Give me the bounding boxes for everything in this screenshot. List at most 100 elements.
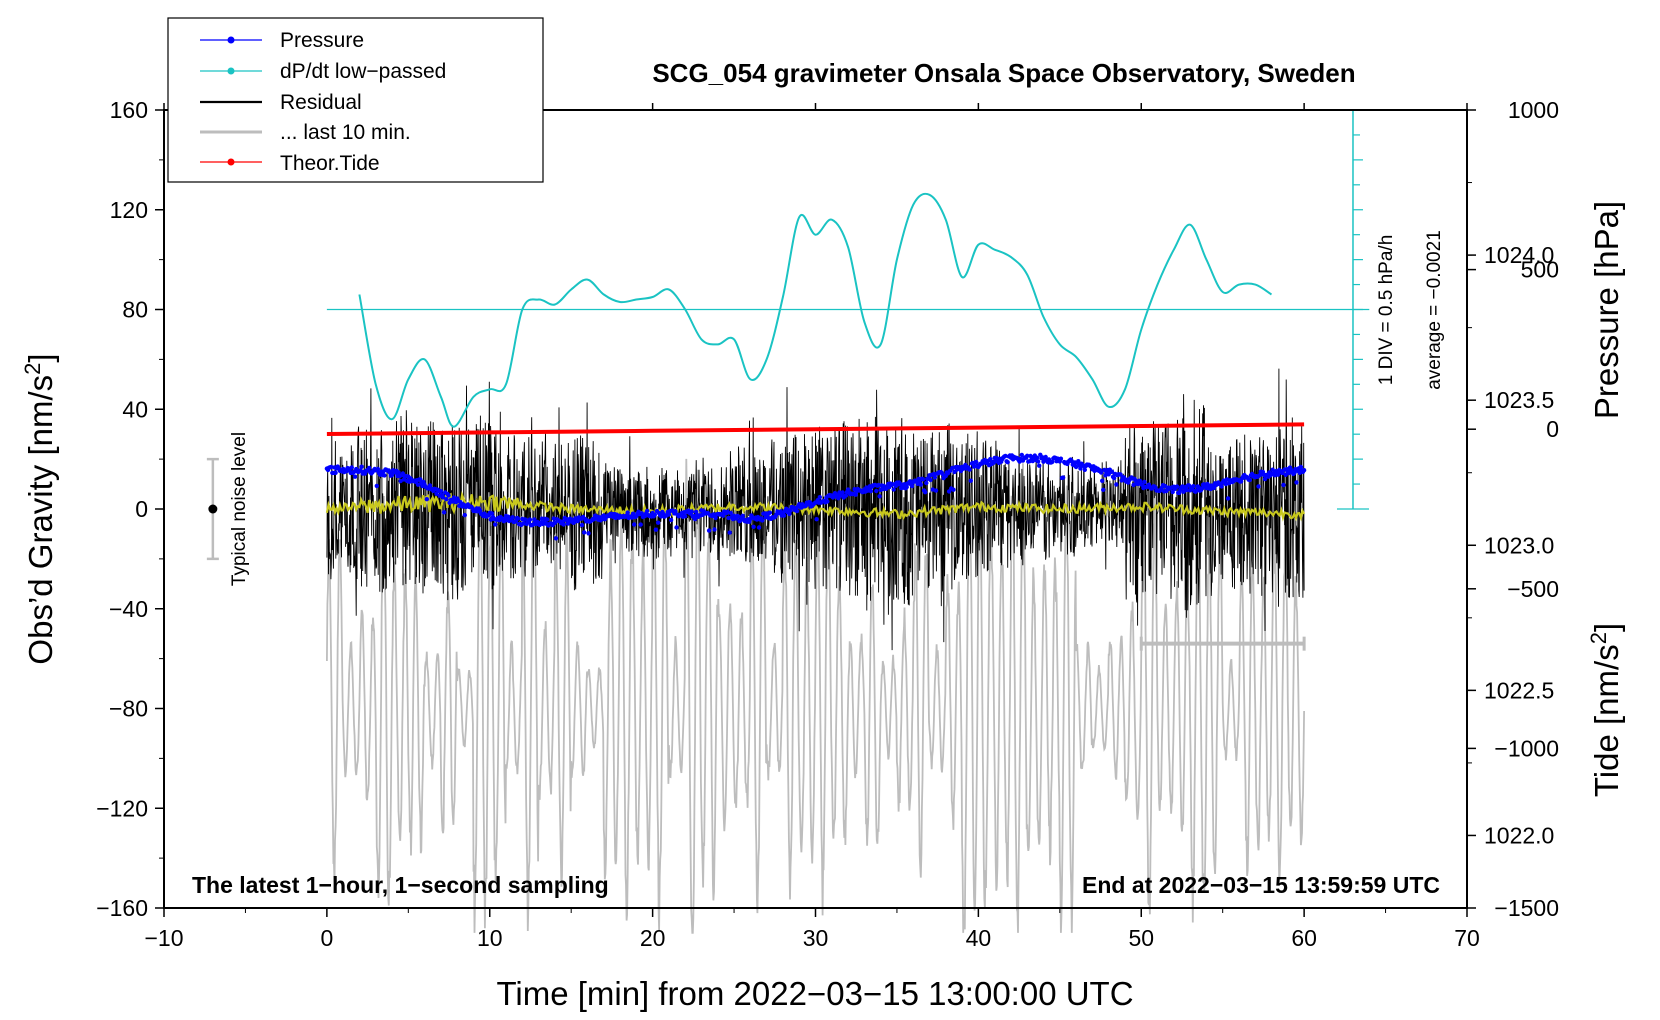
pressure-point xyxy=(1292,470,1297,476)
pressure-point xyxy=(1272,473,1278,478)
pressure-point xyxy=(1019,452,1024,458)
pressure-point xyxy=(726,515,731,521)
pressure-point xyxy=(740,513,745,518)
pressure-point xyxy=(1103,473,1108,478)
y-tick-label: −80 xyxy=(109,696,148,722)
pressure-point xyxy=(582,530,587,535)
pressure-point xyxy=(561,522,566,527)
legend-label-residual: Residual xyxy=(280,91,362,114)
pressure-point xyxy=(788,508,793,513)
pressure-point xyxy=(1280,470,1285,476)
pressure-point xyxy=(1035,459,1041,464)
pressure-point xyxy=(673,509,678,514)
pressure-point xyxy=(1270,467,1275,472)
pressure-point xyxy=(427,483,433,488)
pressure-point xyxy=(652,512,657,517)
pressure-point xyxy=(689,509,694,514)
x-tick-label: 0 xyxy=(320,925,333,951)
pressure-point xyxy=(630,511,636,516)
pressure-point xyxy=(931,471,937,477)
pressure-point xyxy=(333,470,338,475)
y-tick-label: −160 xyxy=(96,895,148,921)
pressure-point xyxy=(440,495,446,500)
y-axis-title-tide: Tide [nm/s2] xyxy=(1586,623,1626,797)
pressure-point xyxy=(711,512,716,517)
pressure-tick-label: 1023.0 xyxy=(1484,532,1554,558)
pressure-point xyxy=(1256,484,1261,489)
bottom-right-note: End at 2022−03−15 13:59:59 UTC xyxy=(1082,872,1440,898)
tide-tick-label: 0 xyxy=(1546,416,1559,442)
pressure-point xyxy=(418,477,423,482)
y-axis-title-gravity: Obs’d Gravity [nm/s2] xyxy=(20,353,60,664)
pressure-point xyxy=(441,510,447,515)
legend-label-last10: ... last 10 min. xyxy=(280,121,411,144)
pressure-point xyxy=(1298,464,1304,470)
average-label: average = −0.0021 xyxy=(1424,230,1445,390)
pressure-point xyxy=(874,488,879,494)
tide-tick-label: 1000 xyxy=(1508,97,1559,123)
pressure-point xyxy=(1058,456,1064,461)
tide-title-end: ] xyxy=(1588,623,1625,632)
pressure-point xyxy=(389,473,395,478)
pressure-point xyxy=(1142,479,1147,485)
y-tick-label: −40 xyxy=(109,596,148,622)
tide-tick-label: −1500 xyxy=(1494,895,1559,921)
residual-layer xyxy=(326,368,1305,651)
pressure-point xyxy=(638,522,643,527)
pressure-axis-ticks: 1024.0 1023.5 1023.0 1022.5 1022.0 xyxy=(1467,109,1554,909)
annotation-layer xyxy=(206,457,219,561)
tide-layer xyxy=(326,422,1305,436)
pressure-point xyxy=(625,510,630,515)
y-axis-title-pressure: Pressure [hPa] xyxy=(1588,201,1625,419)
tide-tick-label: −500 xyxy=(1507,576,1559,602)
legend-marker-dpdt xyxy=(227,67,235,75)
smoothed-layer xyxy=(325,490,1306,522)
pressure-point xyxy=(968,478,973,483)
y-axis-title-sup: 2 xyxy=(20,363,45,375)
pressure-point xyxy=(736,514,741,519)
x-tick-label: 40 xyxy=(966,925,992,951)
pressure-point xyxy=(398,478,403,484)
pressure-tick-label: 1023.5 xyxy=(1484,387,1554,413)
pressure-point xyxy=(375,466,381,472)
pressure-point xyxy=(510,515,515,520)
pressure-point xyxy=(1131,482,1136,488)
x-tick-label: 50 xyxy=(1128,925,1154,951)
pressure-point xyxy=(382,473,387,478)
residual-trace xyxy=(326,368,1305,651)
legend-label-pressure: Pressure xyxy=(280,29,364,52)
pressure-point xyxy=(515,516,521,521)
pressure-point xyxy=(713,515,718,521)
pressure-point xyxy=(1078,466,1083,471)
pressure-point xyxy=(579,522,585,528)
pressure-point xyxy=(693,509,699,514)
pressure-point xyxy=(974,459,979,465)
dpdt-layer xyxy=(358,192,1273,428)
pressure-point xyxy=(951,487,956,492)
pressure-point xyxy=(1181,489,1186,494)
pressure-point xyxy=(1025,453,1030,458)
pressure-point xyxy=(367,465,372,471)
pressure-point xyxy=(683,514,688,519)
pressure-point xyxy=(1005,460,1010,465)
pressure-point xyxy=(918,482,923,487)
pressure-point xyxy=(932,475,938,480)
pressure-point xyxy=(840,490,845,495)
pressure-point xyxy=(817,495,822,500)
pressure-point xyxy=(876,482,881,488)
pressure-point xyxy=(632,522,637,527)
pressure-point xyxy=(349,465,354,470)
pressure-point xyxy=(1301,468,1307,473)
pressure-point xyxy=(1247,477,1253,483)
pressure-point xyxy=(712,527,717,532)
pressure-point xyxy=(909,483,915,489)
x-tick-label: 60 xyxy=(1291,925,1317,951)
pressure-point xyxy=(923,490,928,495)
pressure-point xyxy=(400,471,406,476)
pressure-point xyxy=(853,492,858,497)
pressure-point xyxy=(358,468,363,473)
pressure-point xyxy=(489,511,495,516)
pressure-point xyxy=(1114,482,1119,487)
pressure-point xyxy=(424,497,429,502)
pressure-point xyxy=(438,489,444,494)
